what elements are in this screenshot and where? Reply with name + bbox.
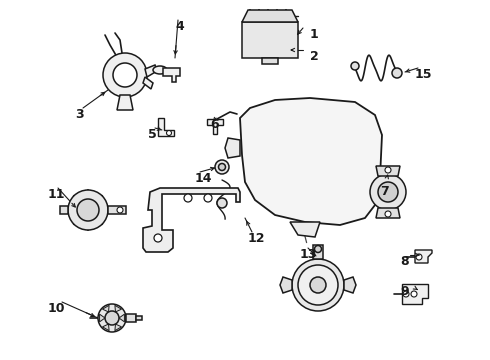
Polygon shape: [207, 119, 223, 134]
Circle shape: [77, 199, 99, 221]
Polygon shape: [102, 305, 109, 312]
Ellipse shape: [153, 66, 167, 74]
Polygon shape: [158, 118, 174, 136]
Circle shape: [370, 174, 406, 210]
Circle shape: [204, 194, 212, 202]
Text: 8: 8: [400, 255, 409, 268]
Polygon shape: [344, 277, 356, 293]
Bar: [313, 245, 323, 259]
Circle shape: [315, 246, 321, 252]
Text: 3: 3: [75, 108, 84, 121]
Circle shape: [105, 311, 119, 325]
Text: 5: 5: [148, 128, 157, 141]
Text: 2: 2: [310, 50, 319, 63]
Polygon shape: [402, 284, 428, 304]
Polygon shape: [108, 206, 126, 214]
Circle shape: [411, 291, 417, 297]
Circle shape: [167, 131, 172, 135]
Text: 6: 6: [210, 118, 219, 131]
Circle shape: [219, 163, 225, 171]
Text: 15: 15: [415, 68, 433, 81]
Circle shape: [385, 211, 391, 217]
Circle shape: [184, 194, 192, 202]
Polygon shape: [99, 314, 105, 322]
Polygon shape: [280, 277, 292, 293]
Polygon shape: [376, 208, 400, 218]
Circle shape: [117, 207, 123, 213]
Text: 11: 11: [48, 188, 66, 201]
Polygon shape: [115, 324, 122, 331]
Polygon shape: [225, 138, 240, 158]
Circle shape: [113, 63, 137, 87]
Circle shape: [310, 277, 326, 293]
Text: 7: 7: [380, 185, 389, 198]
Text: 10: 10: [48, 302, 66, 315]
Circle shape: [385, 167, 391, 173]
Text: 14: 14: [195, 172, 213, 185]
Polygon shape: [119, 314, 124, 322]
Circle shape: [351, 62, 359, 70]
Circle shape: [292, 259, 344, 311]
Polygon shape: [376, 166, 400, 176]
Polygon shape: [143, 77, 153, 89]
Polygon shape: [290, 222, 320, 237]
Circle shape: [392, 68, 402, 78]
Circle shape: [68, 190, 108, 230]
Text: 13: 13: [300, 248, 318, 261]
Circle shape: [378, 182, 398, 202]
Polygon shape: [415, 250, 432, 263]
Text: 9: 9: [400, 285, 409, 298]
Polygon shape: [102, 324, 109, 331]
Polygon shape: [117, 95, 133, 110]
Text: 4: 4: [175, 20, 184, 33]
Circle shape: [98, 304, 126, 332]
Bar: [136, 316, 142, 320]
Polygon shape: [163, 68, 180, 82]
Bar: [262, 58, 278, 64]
Polygon shape: [145, 65, 157, 77]
Text: 1: 1: [310, 28, 319, 41]
Circle shape: [154, 234, 162, 242]
Text: 12: 12: [248, 232, 266, 245]
Circle shape: [403, 291, 409, 297]
Bar: [126, 314, 136, 322]
Polygon shape: [60, 206, 68, 214]
Bar: [242, 22, 298, 58]
Circle shape: [298, 265, 338, 305]
Circle shape: [217, 198, 227, 208]
Polygon shape: [240, 98, 382, 225]
Polygon shape: [242, 10, 298, 22]
Circle shape: [103, 53, 147, 97]
Circle shape: [416, 254, 422, 260]
Circle shape: [215, 160, 229, 174]
Polygon shape: [143, 188, 240, 252]
Polygon shape: [115, 305, 122, 312]
